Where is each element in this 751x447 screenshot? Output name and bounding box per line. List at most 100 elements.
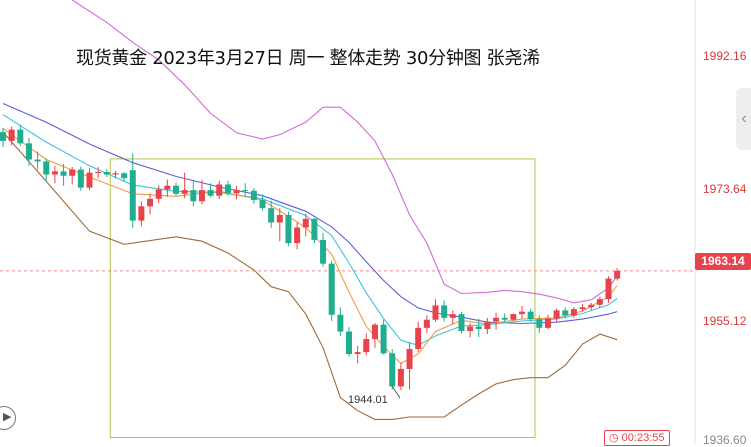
- candle-body: [147, 198, 154, 207]
- chart-title: 现货黄金 2023年3月27日 周一 整体走势 30分钟图 张尧浠: [76, 48, 540, 69]
- candle-down: [121, 172, 128, 182]
- candle-up: [415, 321, 422, 353]
- candle-body: [34, 159, 41, 162]
- candle-body: [570, 309, 577, 316]
- ma-mid-line: [2, 114, 618, 346]
- bollinger-upper-line: [71, 0, 618, 304]
- candle-body: [181, 190, 188, 194]
- y-tick-label: 1973.64: [703, 182, 747, 196]
- candle-down: [527, 308, 534, 322]
- candle-up: [432, 299, 439, 322]
- candle-body: [198, 190, 205, 202]
- candle-down: [224, 180, 231, 196]
- candle-body: [588, 304, 595, 308]
- candle-body: [60, 171, 67, 176]
- candle-down: [129, 153, 136, 229]
- candle-up: [302, 213, 309, 237]
- candle-body: [614, 270, 621, 279]
- candle-body: [43, 161, 50, 175]
- candle-body: [103, 172, 110, 175]
- bollinger-lower-line: [2, 131, 618, 420]
- candle-body: [544, 318, 551, 328]
- candle-body: [129, 170, 136, 221]
- candle-up: [553, 308, 560, 322]
- candle-up: [233, 185, 240, 200]
- candle-body: [173, 185, 179, 194]
- candle-up: [544, 314, 551, 330]
- candle-body: [449, 314, 456, 318]
- candle-up: [276, 208, 283, 242]
- candle-body: [164, 185, 171, 190]
- countdown-time: 00:23:55: [621, 432, 665, 444]
- candle-body: [207, 190, 214, 196]
- candle-body: [190, 190, 197, 202]
- candle-body: [596, 299, 603, 305]
- candle-down: [389, 349, 396, 390]
- candle-body: [242, 190, 249, 192]
- candle-up: [69, 167, 76, 185]
- candle-body: [484, 321, 491, 330]
- candle-body: [536, 319, 543, 328]
- candle-down: [17, 124, 24, 146]
- collapse-panel-button[interactable]: ‹: [736, 88, 751, 150]
- candle-down: [536, 315, 543, 333]
- current-price-badge: 1963.14: [695, 253, 751, 270]
- candle-up: [588, 302, 595, 311]
- y-tick-label: 1992.16: [703, 49, 747, 63]
- candle-body: [138, 206, 145, 221]
- candle-up: [493, 312, 500, 330]
- candle-down: [311, 218, 318, 244]
- ma-fast-line: [2, 127, 618, 365]
- candle-up: [112, 170, 119, 179]
- candle-up: [155, 185, 162, 204]
- candle-up: [86, 168, 93, 191]
- candle-down: [458, 311, 465, 334]
- candle-up: [198, 180, 205, 205]
- candle-up: [164, 179, 171, 197]
- candle-up: [614, 267, 621, 281]
- price-axis: [695, 0, 751, 444]
- ma-slow-line: [2, 102, 618, 325]
- candle-body: [415, 327, 422, 350]
- candle-up: [147, 193, 154, 215]
- candle-body: [294, 227, 301, 244]
- candle-body: [510, 314, 517, 320]
- candle-body: [527, 311, 534, 320]
- candle-down: [259, 194, 266, 211]
- candle-body: [311, 218, 318, 240]
- candle-body: [501, 317, 508, 320]
- candle-body: [475, 326, 482, 330]
- candle-up: [579, 304, 586, 312]
- candle-body: [354, 352, 361, 355]
- candle-body: [605, 278, 612, 300]
- candle-down: [77, 166, 84, 191]
- candle-body: [86, 172, 93, 188]
- candle-down: [346, 327, 352, 357]
- candle-up: [138, 201, 145, 227]
- chevron-left-icon: ‹: [741, 110, 747, 127]
- candle-body: [155, 189, 162, 199]
- candle-up: [605, 276, 612, 303]
- candle-body: [285, 215, 292, 244]
- candle-body: [371, 324, 378, 340]
- candle-up: [8, 126, 15, 146]
- candle-up: [95, 167, 102, 179]
- candle-up: [484, 317, 491, 335]
- candle-down: [103, 168, 110, 178]
- low-price-annotation: 1944.01: [348, 394, 388, 406]
- candle-up: [596, 296, 603, 308]
- candle-up: [467, 322, 474, 338]
- candle-up: [181, 172, 188, 199]
- candle-body: [268, 208, 275, 223]
- candle-up: [406, 342, 413, 390]
- candle-body: [25, 143, 32, 160]
- candle-body: [250, 190, 257, 201]
- candle-down: [328, 260, 335, 321]
- candle-down: [25, 137, 32, 166]
- candles: [0, 124, 621, 391]
- candle-up: [294, 222, 301, 250]
- candle-up: [510, 313, 517, 321]
- candle-down: [562, 307, 569, 319]
- candle-body: [77, 169, 84, 188]
- candle-body: [328, 263, 335, 315]
